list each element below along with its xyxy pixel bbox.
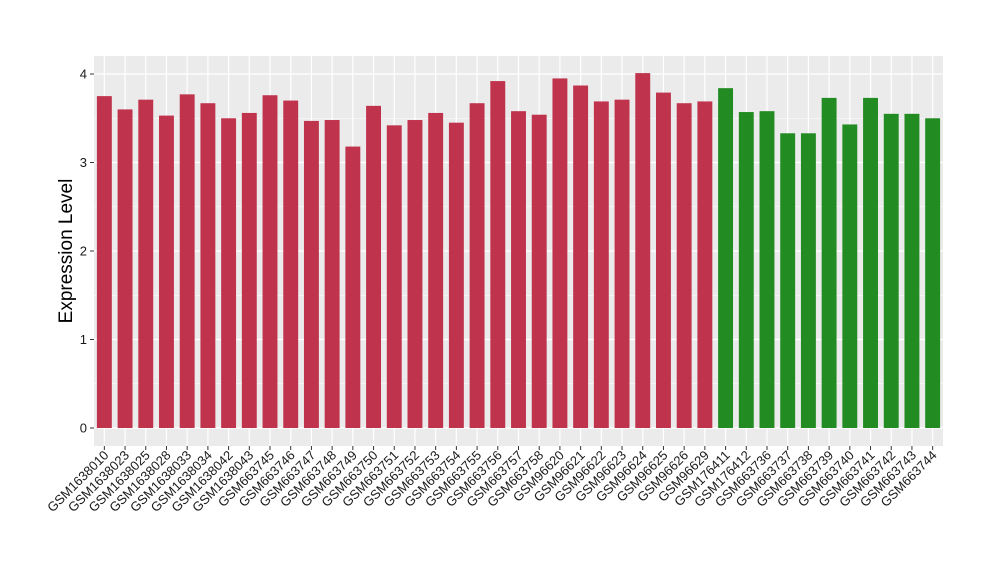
bar xyxy=(676,103,692,428)
y-tick-label: 2 xyxy=(80,244,87,259)
bar xyxy=(345,146,361,428)
bar xyxy=(697,101,713,428)
bar xyxy=(511,111,526,429)
bar xyxy=(759,111,775,429)
bar xyxy=(780,133,796,429)
bar xyxy=(738,112,754,429)
bar xyxy=(428,112,444,428)
bar xyxy=(593,101,609,428)
bar xyxy=(241,112,257,428)
y-tick-label: 1 xyxy=(80,332,87,347)
bar xyxy=(283,100,299,429)
bar xyxy=(469,103,485,428)
bar xyxy=(904,113,920,428)
bar xyxy=(386,125,402,428)
bar xyxy=(842,124,858,428)
bar xyxy=(179,94,195,428)
bar xyxy=(573,85,589,428)
bar xyxy=(262,95,278,429)
y-axis: 0 1 2 3 4 xyxy=(80,67,94,436)
bar xyxy=(883,113,899,428)
bar xyxy=(925,118,941,428)
y-tick-label: 0 xyxy=(80,421,87,436)
bar xyxy=(552,78,568,429)
y-tick-label: 3 xyxy=(80,155,87,170)
bar xyxy=(221,118,237,428)
bar xyxy=(635,73,651,429)
bar xyxy=(200,103,216,428)
bar xyxy=(324,120,340,429)
bar xyxy=(448,122,464,429)
bar xyxy=(821,97,837,429)
y-axis-title: Expression Level xyxy=(56,179,77,324)
bar xyxy=(159,115,174,428)
bar xyxy=(303,120,319,428)
y-tick-label: 4 xyxy=(80,67,87,82)
bar xyxy=(138,99,154,428)
x-axis: GSM1638010GSM1638023GSM1638025GSM1638028… xyxy=(44,446,940,515)
bar xyxy=(655,92,671,429)
bar xyxy=(614,99,630,428)
bar xyxy=(117,109,133,429)
bar xyxy=(863,97,878,429)
bar xyxy=(531,114,547,429)
bar xyxy=(490,81,506,428)
bars xyxy=(96,73,941,429)
bar xyxy=(366,105,382,429)
bar xyxy=(718,88,734,428)
bar xyxy=(800,133,816,429)
bar xyxy=(96,96,112,428)
bar xyxy=(407,120,423,429)
